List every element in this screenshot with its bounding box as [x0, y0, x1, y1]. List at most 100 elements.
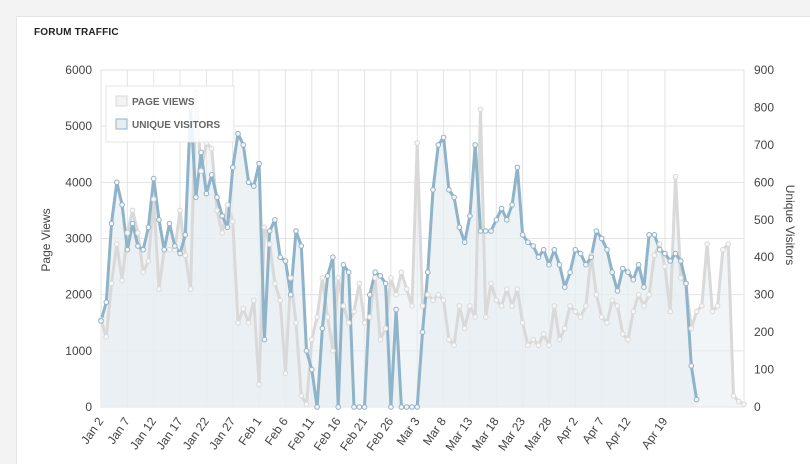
x-tick-label: Jan 22 [180, 414, 212, 452]
point-page-views [419, 303, 426, 309]
point-page-views [272, 280, 278, 287]
point-unique-visitors [156, 217, 162, 223]
point-page-views [504, 286, 510, 292]
point-page-views [282, 370, 289, 377]
point-unique-visitors [678, 258, 684, 264]
point-unique-visitors [641, 284, 647, 291]
point-page-views [525, 342, 531, 349]
point-page-views [556, 336, 563, 343]
point-unique-visitors [330, 254, 336, 261]
point-unique-visitors [277, 254, 284, 261]
point-page-views [604, 320, 610, 326]
point-unique-visitors [193, 194, 199, 201]
point-page-views [240, 305, 247, 312]
point-page-views [451, 342, 457, 349]
point-unique-visitors [208, 172, 215, 178]
point-unique-visitors [477, 228, 484, 234]
point-page-views [324, 314, 331, 320]
point-page-views [403, 286, 410, 292]
point-unique-visitors [377, 273, 384, 279]
y-tick-label-left: 3000 [65, 232, 92, 246]
point-unique-visitors [525, 239, 531, 245]
point-page-views [277, 297, 284, 304]
point-page-views [293, 320, 299, 326]
point-unique-visitors [177, 250, 183, 257]
point-unique-visitors [562, 284, 568, 291]
point-page-views [219, 230, 225, 236]
legend-swatch-page-views[interactable] [115, 95, 128, 107]
point-page-views [303, 401, 310, 408]
point-page-views [208, 145, 215, 152]
point-unique-visitors [567, 269, 573, 276]
point-page-views [646, 291, 652, 298]
point-unique-visitors [614, 288, 621, 294]
point-page-views [309, 336, 315, 343]
point-page-views [641, 303, 647, 309]
point-page-views [577, 314, 584, 320]
point-unique-visitors [514, 164, 521, 171]
point-unique-visitors [372, 269, 378, 276]
x-tick-label: Apr 2 [553, 414, 581, 446]
point-page-views [651, 252, 658, 259]
point-unique-visitors [593, 228, 600, 234]
x-tick-label: Feb 26 [363, 414, 396, 453]
point-page-views [356, 280, 363, 287]
legend-swatch-unique-visitors[interactable] [115, 118, 128, 130]
point-page-views [166, 246, 173, 253]
point-page-views [699, 303, 705, 309]
point-unique-visitors [446, 187, 452, 193]
point-unique-visitors [662, 250, 668, 257]
point-unique-visitors [588, 254, 595, 261]
y-tick-label-right: 400 [754, 250, 774, 264]
point-unique-visitors [161, 246, 167, 253]
point-unique-visitors [440, 134, 447, 141]
point-page-views [593, 291, 600, 298]
point-unique-visitors [625, 269, 631, 276]
point-page-views [477, 106, 484, 113]
point-unique-visitors [393, 306, 399, 313]
point-unique-visitors [340, 261, 347, 268]
point-page-views [140, 269, 146, 276]
point-page-views [414, 140, 421, 146]
y-tick-label-left: 6000 [65, 63, 92, 77]
point-page-views [314, 314, 320, 320]
point-unique-visitors [114, 179, 120, 186]
x-tick-label: Jan 12 [127, 414, 159, 452]
point-page-views [678, 275, 684, 281]
point-page-views [214, 207, 220, 214]
point-page-views [256, 381, 262, 388]
point-page-views [583, 303, 589, 309]
legend-label-unique-visitors[interactable]: UNIQUE VISITORS [132, 120, 220, 131]
point-unique-visitors [361, 404, 368, 410]
point-page-views [540, 331, 547, 337]
point-page-views [135, 230, 141, 236]
point-unique-visitors [351, 404, 357, 410]
x-tick-label: Apr 19 [639, 414, 671, 451]
legend-label-page-views[interactable]: PAGE VIEWS [132, 97, 195, 108]
point-unique-visitors [646, 232, 652, 238]
y-axis-title-right: Unique Visitors [783, 185, 797, 265]
point-unique-visitors [688, 363, 695, 369]
point-page-views [598, 314, 605, 320]
point-page-views [440, 297, 447, 304]
point-page-views [298, 393, 305, 399]
point-page-views [198, 168, 204, 174]
point-unique-visitors [635, 261, 642, 268]
point-page-views [150, 196, 157, 202]
point-page-views [335, 275, 342, 281]
point-page-views [509, 303, 515, 309]
point-page-views [456, 303, 463, 309]
point-unique-visitors [456, 224, 463, 231]
point-unique-visitors [235, 130, 241, 137]
point-page-views [493, 297, 500, 304]
point-unique-visitors [572, 246, 579, 253]
y-tick-label-left: 2000 [65, 288, 92, 302]
point-unique-visitors [683, 280, 689, 287]
point-unique-visitors [551, 246, 558, 253]
point-page-views [345, 320, 352, 326]
point-unique-visitors [498, 205, 505, 212]
point-unique-visitors [198, 149, 204, 156]
point-page-views [251, 297, 257, 304]
point-unique-visitors [119, 202, 125, 208]
point-unique-visitors [150, 175, 157, 182]
